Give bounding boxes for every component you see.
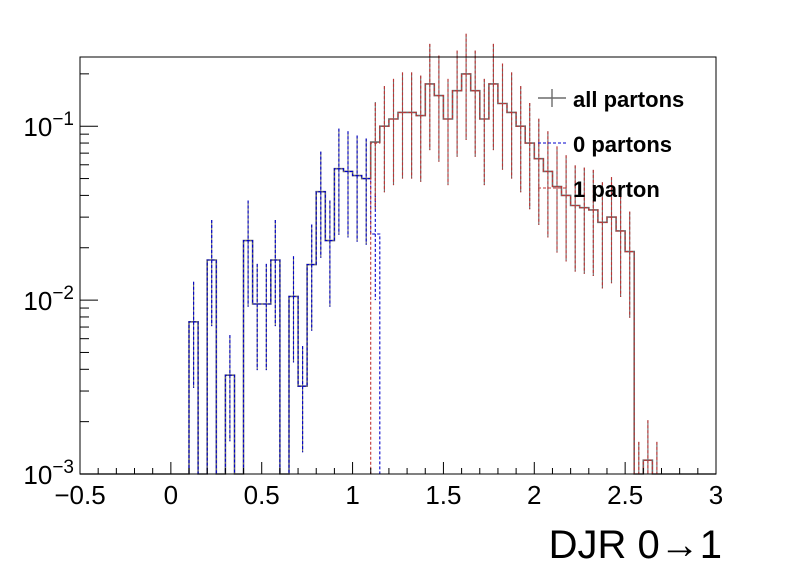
legend: all partons 0 partons 1 parton — [538, 87, 684, 202]
x-tick-label: −0.5 — [54, 480, 105, 510]
y-tick-label: 10−1 — [23, 109, 74, 142]
y-tick-label: 10−3 — [23, 457, 74, 490]
legend-label-one: 1 parton — [573, 177, 660, 202]
x-tick-label: 0.5 — [244, 480, 280, 510]
x-tick-label: 1.5 — [425, 480, 461, 510]
x-tick-label: 2.5 — [607, 480, 643, 510]
x-tick-label: 3 — [709, 480, 723, 510]
axes: −0.5 0 0.5 1 1.5 2 2.5 3 10−3 10−2 10−1 — [23, 73, 723, 510]
x-tick-label: 2 — [527, 480, 541, 510]
x-axis-label: DJR 0→1 — [549, 523, 722, 567]
legend-label-all: all partons — [573, 87, 684, 112]
legend-label-zero: 0 partons — [573, 132, 672, 157]
x-tick-label: 0 — [164, 480, 178, 510]
y-tick-label: 10−2 — [23, 283, 74, 316]
plot-frame — [79, 56, 717, 475]
x-tick-label: 1 — [345, 480, 359, 510]
